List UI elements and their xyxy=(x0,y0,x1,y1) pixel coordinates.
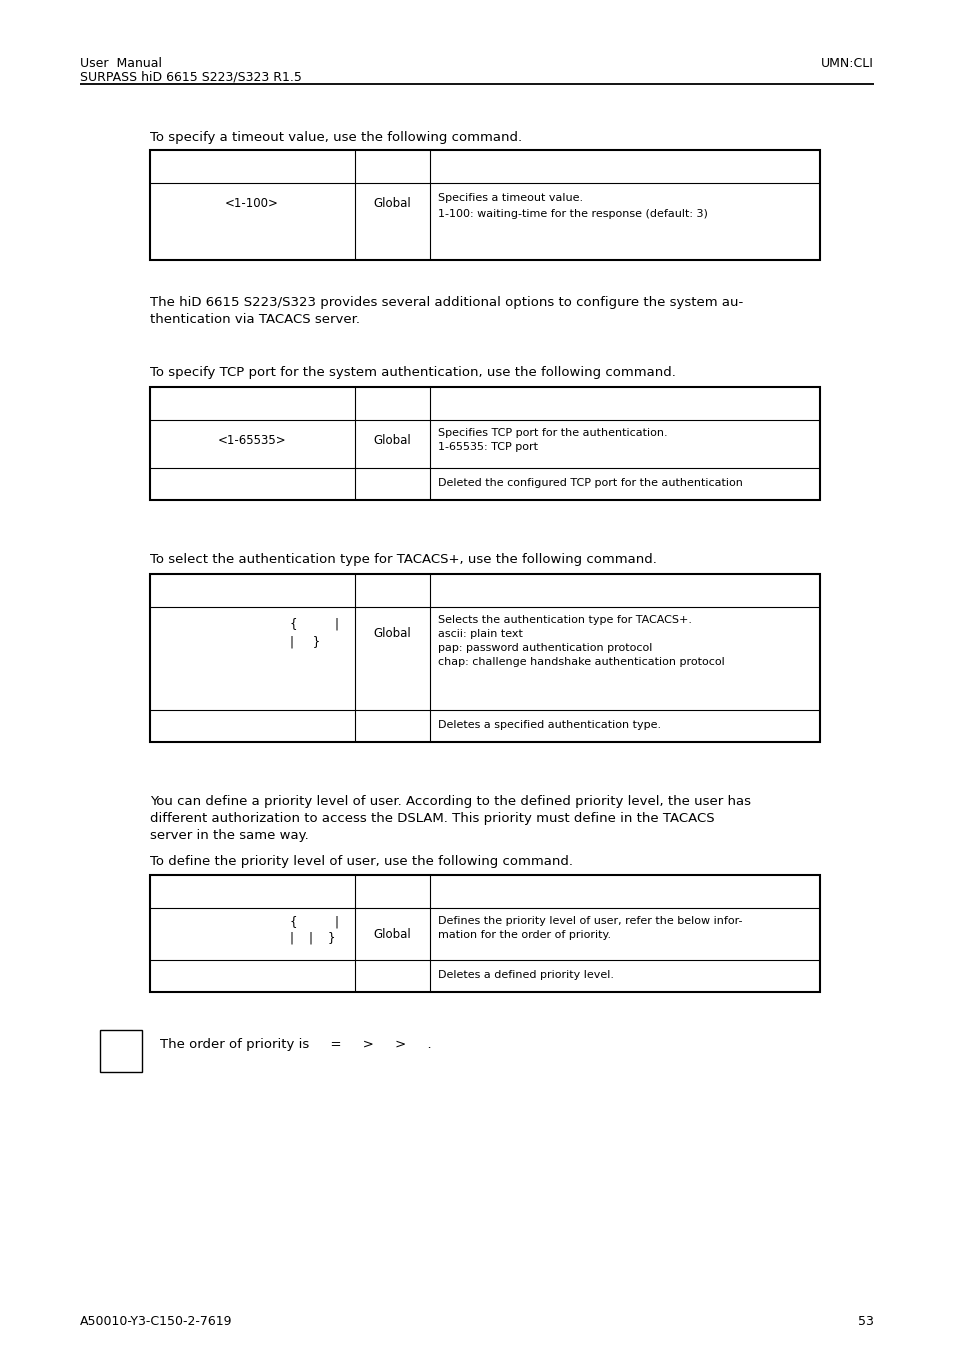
Text: Global: Global xyxy=(373,927,411,941)
Text: 1-100: waiting-time for the response (default: 3): 1-100: waiting-time for the response (de… xyxy=(437,209,707,219)
Text: To specify TCP port for the system authentication, use the following command.: To specify TCP port for the system authe… xyxy=(150,366,675,379)
Text: A50010-Y3-C150-2-7619: A50010-Y3-C150-2-7619 xyxy=(80,1315,233,1328)
Text: mation for the order of priority.: mation for the order of priority. xyxy=(437,930,611,940)
Text: Selects the authentication type for TACACS+.: Selects the authentication type for TACA… xyxy=(437,616,691,625)
Text: Global: Global xyxy=(373,197,411,211)
Text: Defines the priority level of user, refer the below infor-: Defines the priority level of user, refe… xyxy=(437,917,741,926)
Text: To select the authentication type for TACACS+, use the following command.: To select the authentication type for TA… xyxy=(150,554,657,566)
Text: To define the priority level of user, use the following command.: To define the priority level of user, us… xyxy=(150,855,573,868)
Text: <1-65535>: <1-65535> xyxy=(217,433,286,447)
Text: Global: Global xyxy=(373,433,411,447)
Text: You can define a priority level of user. According to the defined priority level: You can define a priority level of user.… xyxy=(150,795,750,809)
Bar xyxy=(150,387,820,500)
Bar xyxy=(150,875,820,992)
Text: Global: Global xyxy=(373,626,411,640)
Text: Specifies TCP port for the authentication.: Specifies TCP port for the authenticatio… xyxy=(437,428,667,437)
Text: SURPASS hiD 6615 S223/S323 R1.5: SURPASS hiD 6615 S223/S323 R1.5 xyxy=(80,72,301,84)
Text: different authorization to access the DSLAM. This priority must define in the TA: different authorization to access the DS… xyxy=(150,811,714,825)
Text: {          |: { | xyxy=(290,917,338,929)
Text: Deletes a specified authentication type.: Deletes a specified authentication type. xyxy=(437,720,660,730)
Text: 1-65535: TCP port: 1-65535: TCP port xyxy=(437,441,537,452)
Text: The order of priority is     =     >     >     .: The order of priority is = > > . xyxy=(160,1038,431,1052)
Text: pap: password authentication protocol: pap: password authentication protocol xyxy=(437,643,652,653)
Text: Deletes a defined priority level.: Deletes a defined priority level. xyxy=(437,971,614,980)
Bar xyxy=(150,150,820,261)
Text: server in the same way.: server in the same way. xyxy=(150,829,309,842)
Text: UMN:CLI: UMN:CLI xyxy=(821,57,873,70)
Text: thentication via TACACS server.: thentication via TACACS server. xyxy=(150,313,359,325)
Text: Deleted the configured TCP port for the authentication: Deleted the configured TCP port for the … xyxy=(437,478,742,487)
Bar xyxy=(150,574,820,743)
Text: To specify a timeout value, use the following command.: To specify a timeout value, use the foll… xyxy=(150,131,521,144)
Text: chap: challenge handshake authentication protocol: chap: challenge handshake authentication… xyxy=(437,657,724,667)
Text: 53: 53 xyxy=(858,1315,873,1328)
Bar xyxy=(100,1030,142,1072)
Text: {          |: { | xyxy=(290,617,338,630)
Text: User  Manual: User Manual xyxy=(80,57,162,70)
Text: |     }: | } xyxy=(290,634,320,648)
Text: Specifies a timeout value.: Specifies a timeout value. xyxy=(437,193,582,202)
Text: ascii: plain text: ascii: plain text xyxy=(437,629,522,639)
Text: The hiD 6615 S223/S323 provides several additional options to configure the syst: The hiD 6615 S223/S323 provides several … xyxy=(150,296,742,309)
Text: |    |    }: | | } xyxy=(290,931,335,945)
Text: <1-100>: <1-100> xyxy=(225,197,278,211)
